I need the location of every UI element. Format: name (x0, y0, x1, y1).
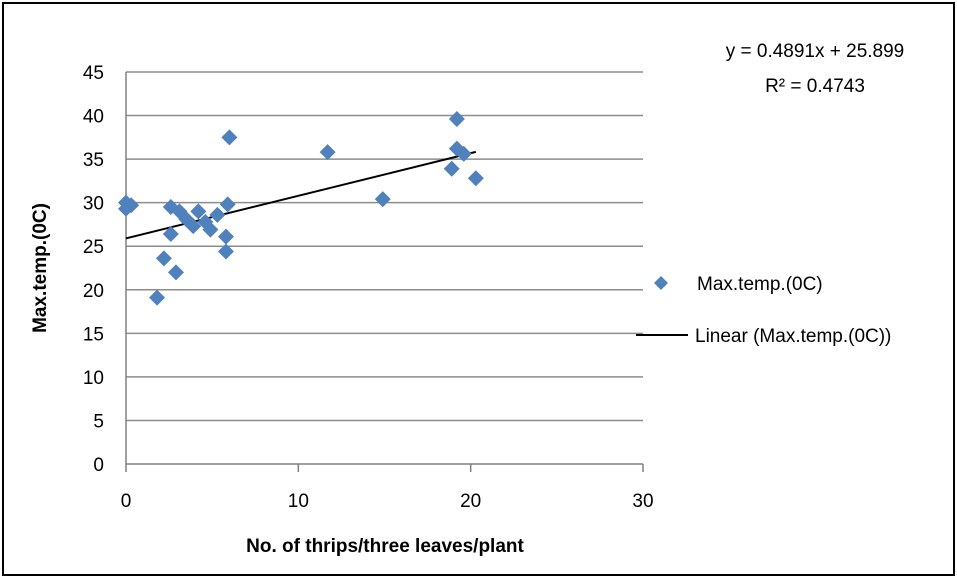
y-tick-label: 15 (83, 324, 104, 345)
data-point (217, 243, 234, 260)
data-point (202, 221, 219, 238)
data-point (217, 228, 234, 245)
data-point (219, 196, 236, 213)
legend-label-series: Max.temp.(0C) (697, 274, 823, 295)
data-point (190, 203, 207, 220)
data-point (185, 218, 202, 235)
x-tick-label: 30 (632, 491, 653, 512)
legend: Max.temp.(0C) Linear (Max.temp.(0C)) (636, 274, 891, 347)
x-axis-tick-labels: 0 10 20 30 (121, 491, 654, 512)
y-tick-label: 40 (83, 107, 104, 128)
legend-marker-series (654, 276, 668, 290)
y-tick-label: 0 (93, 455, 104, 476)
y-tick-label: 10 (83, 368, 104, 389)
data-point (455, 145, 472, 162)
y-tick-label: 25 (83, 237, 104, 258)
y-tick-label: 35 (83, 150, 104, 171)
y-axis-title: Max.temp.(0C) (30, 203, 51, 333)
data-point (162, 226, 179, 243)
data-point (149, 289, 166, 306)
data-point (448, 111, 465, 128)
data-point (443, 160, 460, 177)
y-tick-label: 20 (83, 281, 104, 302)
data-point (319, 144, 336, 161)
data-point (374, 191, 391, 208)
data-points (118, 111, 484, 306)
trendline-equation: y = 0.4891x + 25.899 (726, 41, 905, 62)
data-point (209, 206, 226, 223)
trendline-r-squared: R² = 0.4743 (765, 76, 865, 97)
data-point (155, 250, 172, 267)
y-tick-label: 30 (83, 194, 104, 215)
x-axis-title: No. of thrips/three leaves/plant (246, 536, 524, 557)
y-axis-tick-labels: 0 5 10 15 20 25 30 35 40 45 (83, 63, 104, 476)
data-point (123, 197, 140, 214)
y-tick-label: 45 (83, 63, 104, 84)
x-axis-ticks (125, 464, 644, 472)
y-tick-label: 5 (93, 411, 104, 432)
legend-label-trendline: Linear (Max.temp.(0C)) (695, 326, 891, 347)
data-point (167, 264, 184, 281)
x-tick-label: 10 (288, 491, 309, 512)
data-point (467, 170, 484, 187)
x-tick-label: 20 (460, 491, 481, 512)
x-tick-label: 0 (121, 491, 132, 512)
data-point (221, 129, 238, 146)
